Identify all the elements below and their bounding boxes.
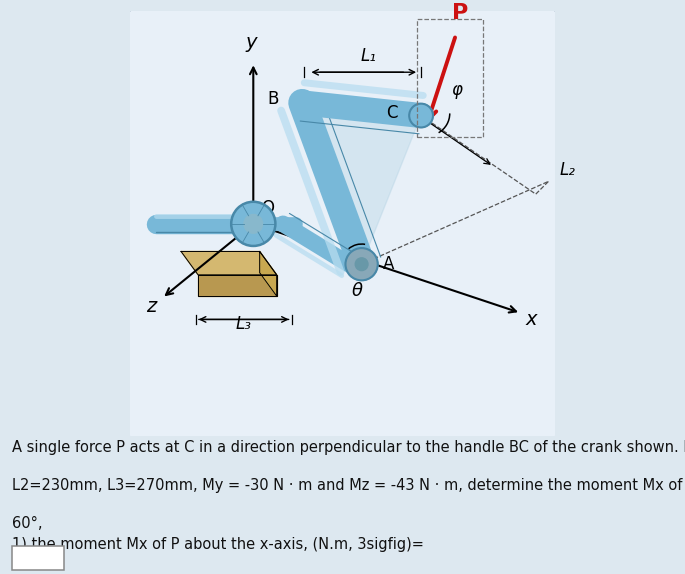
Text: θ: θ: [352, 282, 363, 300]
Text: 60°,: 60°,: [12, 517, 43, 532]
Text: C: C: [386, 104, 398, 122]
Polygon shape: [198, 275, 277, 296]
Polygon shape: [181, 251, 277, 275]
Bar: [12, 546, 64, 570]
Circle shape: [244, 215, 262, 233]
Text: φ: φ: [451, 81, 462, 99]
Polygon shape: [302, 103, 421, 264]
Text: A single force P acts at C in a direction perpendicular to the handle BC of the : A single force P acts at C in a directio…: [12, 440, 685, 455]
Circle shape: [409, 104, 433, 127]
Text: y: y: [245, 33, 257, 52]
Text: L₃: L₃: [236, 315, 251, 333]
Circle shape: [232, 202, 275, 246]
Text: L₁: L₁: [360, 46, 376, 65]
Text: x: x: [526, 310, 537, 329]
Text: P: P: [452, 3, 469, 23]
Text: 1) the moment Mx of P about the x-axis, (N.m, 3sigfig)=: 1) the moment Mx of P about the x-axis, …: [12, 537, 424, 552]
Circle shape: [356, 258, 368, 270]
Text: A: A: [383, 255, 395, 273]
Text: L2=230mm, L3=270mm, My = -30 N · m and Mz = -43 N · m, determine the moment Mx o: L2=230mm, L3=270mm, My = -30 N · m and M…: [12, 478, 685, 494]
Text: B: B: [267, 91, 279, 108]
Text: O: O: [261, 200, 274, 218]
Circle shape: [345, 248, 377, 280]
Text: L₂: L₂: [559, 161, 575, 179]
FancyBboxPatch shape: [128, 9, 557, 439]
Polygon shape: [260, 251, 277, 296]
Text: z: z: [146, 297, 156, 316]
